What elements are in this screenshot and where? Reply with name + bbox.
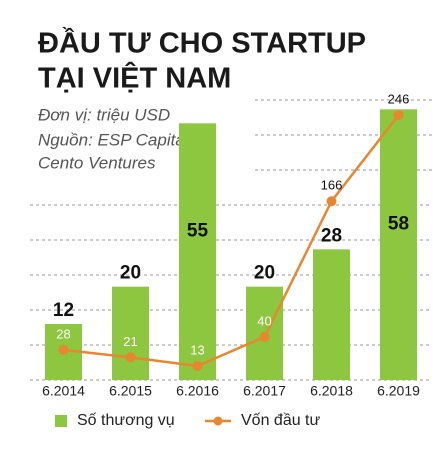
bar-value-label: 58 bbox=[388, 214, 409, 235]
legend-label: Vốn đầu tư bbox=[241, 412, 321, 429]
source: Nguồn: ESP Capital và bbox=[38, 130, 211, 149]
line-point bbox=[125, 352, 136, 363]
legend-label: Số thương vụ bbox=[77, 412, 175, 429]
bar bbox=[179, 123, 216, 380]
bar-value-label: 20 bbox=[120, 263, 141, 284]
chart-title: ĐẦU TƯ CHO STARTUP bbox=[38, 26, 366, 60]
chart-title: TẠI VIỆT NAM bbox=[38, 61, 231, 95]
line-point bbox=[326, 196, 337, 207]
x-tick-label: 6.2017 bbox=[243, 383, 286, 399]
line-value-label: 246 bbox=[388, 92, 410, 107]
x-tick-label: 6.2019 bbox=[377, 383, 420, 399]
x-tick-label: 6.2016 bbox=[176, 383, 219, 399]
line-value-label: 40 bbox=[257, 313, 271, 328]
x-tick-label: 6.2018 bbox=[310, 383, 353, 399]
source: Cento Ventures bbox=[38, 153, 156, 172]
x-tick-label: 6.2015 bbox=[109, 383, 152, 399]
bar-value-label: 28 bbox=[321, 225, 342, 246]
legend-swatch bbox=[55, 415, 67, 427]
bar-value-label: 20 bbox=[254, 263, 275, 284]
bar bbox=[313, 249, 350, 380]
bar-value-label: 55 bbox=[187, 221, 209, 242]
grid bbox=[30, 99, 432, 381]
line-point bbox=[192, 361, 203, 371]
subtitle: Đơn vị: triệu USD bbox=[38, 105, 170, 124]
line-value-label: 13 bbox=[190, 342, 204, 357]
line-point bbox=[393, 110, 404, 121]
bar-value-label: 12 bbox=[53, 300, 74, 321]
line-point bbox=[58, 344, 69, 355]
line-point bbox=[259, 331, 270, 342]
line-value-label: 21 bbox=[123, 334, 137, 349]
legend-swatch bbox=[213, 416, 223, 426]
x-tick-label: 6.2014 bbox=[42, 383, 85, 399]
line bbox=[63, 114, 400, 368]
line-value-label: 28 bbox=[56, 326, 70, 341]
bar bbox=[112, 286, 149, 380]
line-value-label: 166 bbox=[321, 178, 343, 193]
bar bbox=[380, 109, 417, 380]
